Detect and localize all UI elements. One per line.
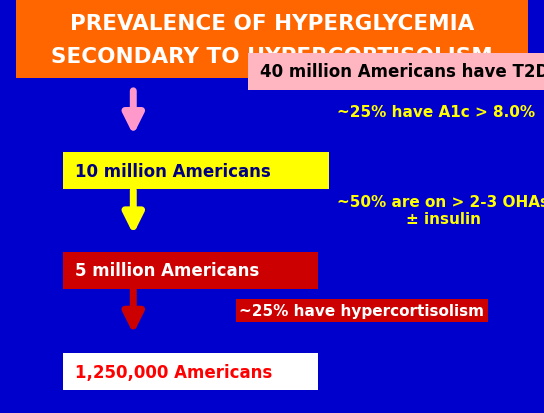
Text: 5 million Americans: 5 million Americans [75, 261, 259, 280]
FancyBboxPatch shape [63, 153, 329, 190]
FancyBboxPatch shape [16, 0, 528, 78]
Text: SECONDARY TO HYPERCORTISOLISM: SECONDARY TO HYPERCORTISOLISM [51, 47, 493, 66]
Text: ~25% have hypercortisolism: ~25% have hypercortisolism [239, 303, 484, 318]
Text: ~25% have A1c > 8.0%: ~25% have A1c > 8.0% [337, 105, 535, 120]
FancyBboxPatch shape [248, 54, 544, 91]
Text: ~50% are on > 2-3 OHAs
± insulin: ~50% are on > 2-3 OHAs ± insulin [337, 195, 544, 227]
Text: 40 million Americans have T2DM: 40 million Americans have T2DM [260, 63, 544, 81]
Text: 10 million Americans: 10 million Americans [75, 162, 271, 180]
Text: 1,250,000 Americans: 1,250,000 Americans [75, 363, 273, 381]
FancyBboxPatch shape [63, 353, 318, 390]
FancyBboxPatch shape [63, 252, 318, 289]
Text: PREVALENCE OF HYPERGLYCEMIA: PREVALENCE OF HYPERGLYCEMIA [70, 14, 474, 33]
